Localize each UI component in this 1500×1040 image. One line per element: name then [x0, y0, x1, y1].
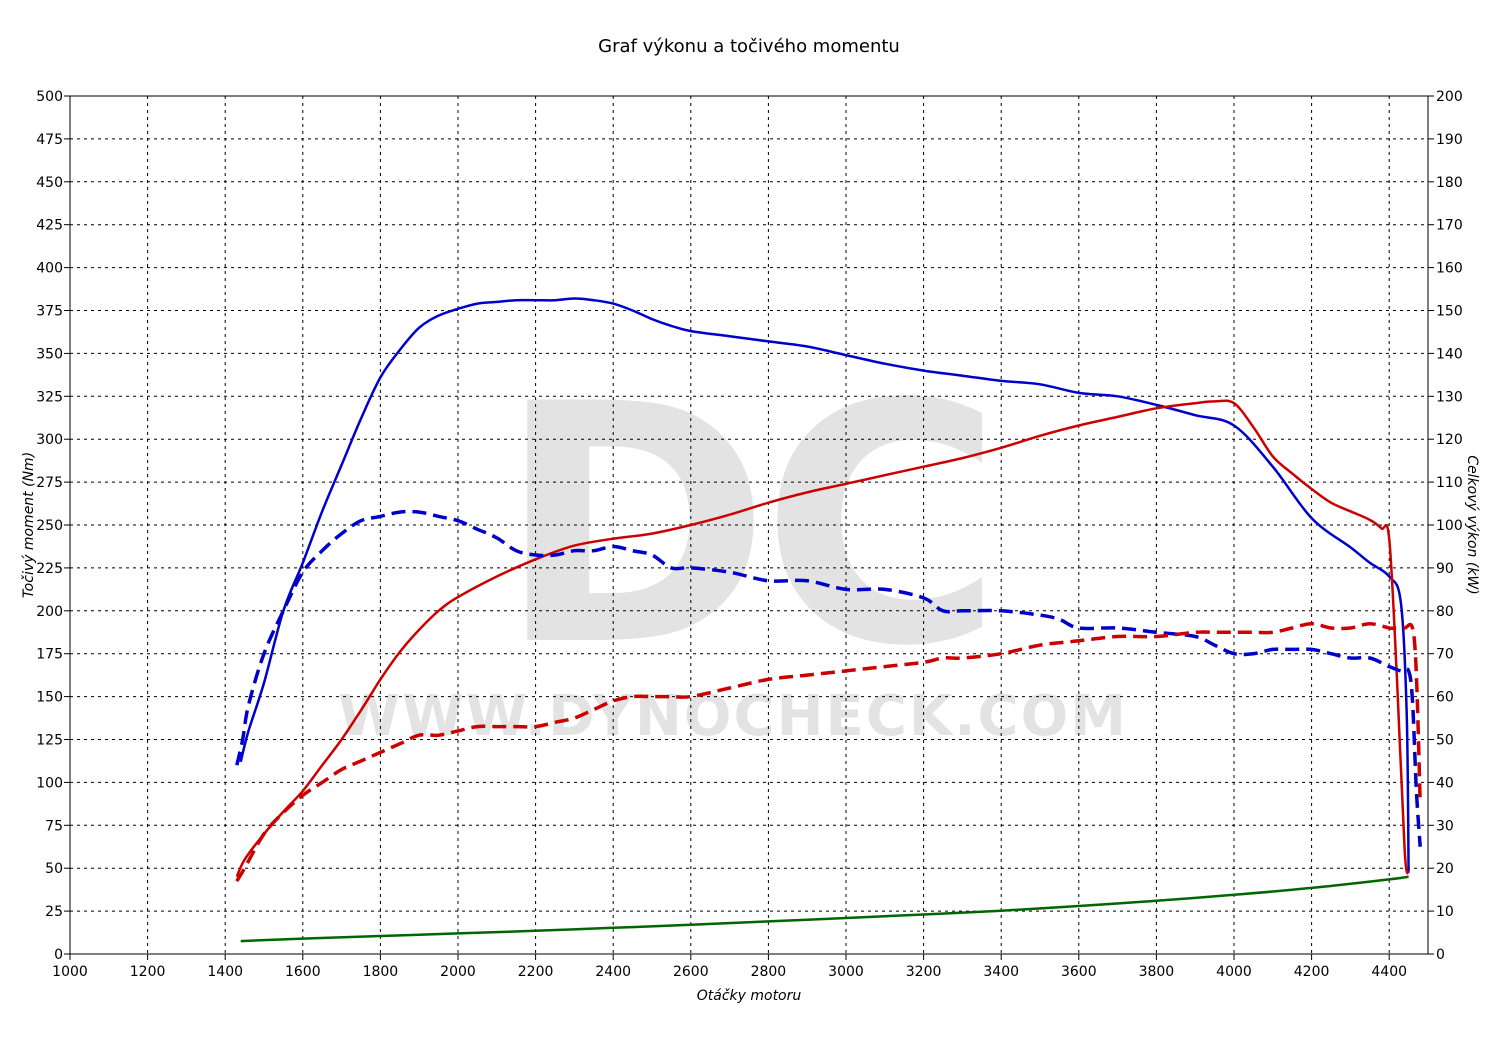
y-tick-label-right: 160: [1436, 261, 1463, 277]
y-tick-label-right: 150: [1436, 304, 1463, 320]
y-tick-label-left: 475: [36, 132, 63, 148]
y-tick-label-left: 200: [36, 604, 63, 620]
x-tick-label: 1200: [130, 964, 166, 980]
x-tick-label: 4200: [1294, 964, 1330, 980]
y-tick-label-left: 225: [36, 561, 63, 577]
x-tick-label: 2200: [518, 964, 554, 980]
series-line-1: [235, 399, 1410, 878]
series: [235, 297, 1422, 943]
y-tick-label-right: 130: [1436, 389, 1463, 405]
series-line-2: [235, 509, 1422, 847]
y-tick-label-left: 25: [45, 904, 63, 920]
y-axis-label-right: Celkový výkon (kW): [1464, 455, 1480, 594]
y-tick-label-left: 250: [36, 518, 63, 534]
x-tick-label: 3600: [1061, 964, 1097, 980]
x-tick-label: 2400: [595, 964, 631, 980]
y-tick-label-left: 400: [36, 261, 63, 277]
y-tick-label-left: 425: [36, 218, 63, 234]
series-line-4: [240, 875, 1409, 943]
y-tick-label-right: 60: [1436, 690, 1454, 706]
y-tick-label-right: 40: [1436, 775, 1454, 791]
y-tick-label-right: 80: [1436, 604, 1454, 620]
x-axis-label: Otáčky motoru: [697, 988, 802, 1004]
y-tick-label-right: 50: [1436, 733, 1454, 749]
watermark-logo: DC: [497, 334, 993, 718]
x-tick-label: 1600: [285, 964, 321, 980]
x-tick-label: 3400: [983, 964, 1019, 980]
x-tick-label: 3200: [906, 964, 942, 980]
axes: 1000 1200 1400 1600 1800 2000 2200 2400 2600 2800…: [36, 89, 1462, 980]
x-tick-label: 2800: [751, 964, 787, 980]
y-tick-label-right: 110: [1436, 475, 1463, 491]
watermark-url: WWW.DYNOCHECK.COM: [338, 684, 1128, 749]
x-tick-label: 1800: [363, 964, 399, 980]
x-tick-label: 3800: [1139, 964, 1175, 980]
y-tick-label-left: 175: [36, 647, 63, 663]
y-tick-label-right: 120: [1436, 432, 1463, 448]
y-tick-label-left: 50: [45, 861, 63, 877]
series-line-0: [239, 297, 1410, 872]
y-tick-label-left: 275: [36, 475, 63, 491]
x-tick-label: 2000: [440, 964, 476, 980]
y-tick-label-right: 170: [1436, 218, 1463, 234]
y-tick-label-right: 90: [1436, 561, 1454, 577]
x-tick-label: 1000: [52, 964, 88, 980]
y-axis-label-left: Točivý moment (Nm): [21, 452, 37, 598]
y-tick-label-right: 180: [1436, 175, 1463, 191]
y-tick-label-right: 70: [1436, 647, 1454, 663]
y-tick-label-left: 300: [36, 432, 63, 448]
y-tick-label-right: 20: [1436, 861, 1454, 877]
grid: [70, 95, 1428, 954]
y-tick-label-right: 0: [1436, 947, 1445, 963]
chart-title: Graf výkonu a točivého momentu: [598, 36, 900, 57]
y-tick-label-right: 200: [1436, 89, 1463, 105]
y-tick-label-left: 350: [36, 346, 63, 362]
x-tick-label: 4400: [1371, 964, 1407, 980]
y-tick-label-left: 75: [45, 818, 63, 834]
y-tick-label-left: 150: [36, 690, 63, 706]
x-tick-label: 3000: [828, 964, 864, 980]
y-tick-label-right: 140: [1436, 346, 1463, 362]
y-tick-label-left: 375: [36, 304, 63, 320]
series-line-3: [235, 621, 1422, 883]
y-tick-label-left: 0: [54, 947, 63, 963]
y-tick-label-right: 10: [1436, 904, 1454, 920]
y-tick-label-left: 100: [36, 775, 63, 791]
y-tick-label-left: 325: [36, 389, 63, 405]
x-tick-label: 4000: [1216, 964, 1252, 980]
y-tick-label-right: 190: [1436, 132, 1463, 148]
y-tick-label-left: 125: [36, 733, 63, 749]
y-tick-label-left: 500: [36, 89, 63, 105]
y-tick-label-right: 30: [1436, 818, 1454, 834]
y-tick-label-left: 450: [36, 175, 63, 191]
y-tick-label-right: 100: [1436, 518, 1463, 534]
x-tick-label: 1400: [207, 964, 243, 980]
x-tick-label: 2600: [673, 964, 709, 980]
